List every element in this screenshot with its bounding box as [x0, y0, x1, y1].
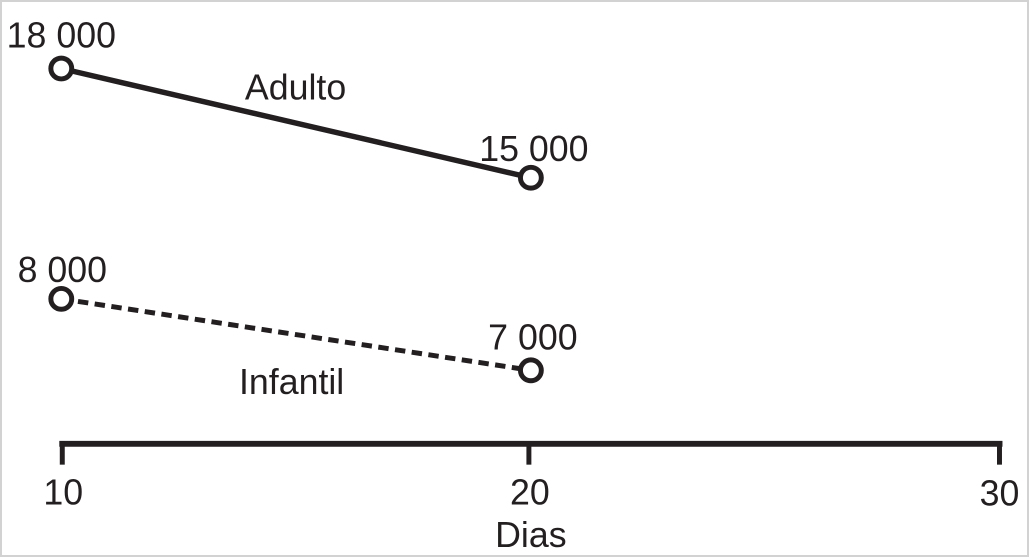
adulto-series-label: Adulto	[245, 67, 346, 107]
x-axis-tick-label-10: 10	[43, 472, 83, 512]
x-axis-title: Dias	[495, 515, 566, 555]
infantil-point-marker-day20	[517, 357, 544, 384]
adulto-point-label-day20: 15 000	[479, 129, 588, 169]
adulto-point-marker-day10	[48, 55, 75, 82]
infantil-point-label-day10: 8 000	[18, 250, 107, 290]
adulto-point-marker-day20	[517, 164, 544, 191]
adulto-point-label-day10: 18 000	[7, 16, 116, 56]
infantil-series-label: Infantil	[239, 362, 344, 402]
infantil-point-marker-day10	[48, 285, 75, 312]
infantil-series-line	[60, 296, 532, 373]
adulto-series-line	[60, 65, 532, 181]
x-axis-tick-label-20: 20	[510, 472, 550, 512]
infantil-point-label-day20: 7 000	[488, 317, 577, 357]
x-axis-tick-label-30: 30	[980, 473, 1020, 513]
